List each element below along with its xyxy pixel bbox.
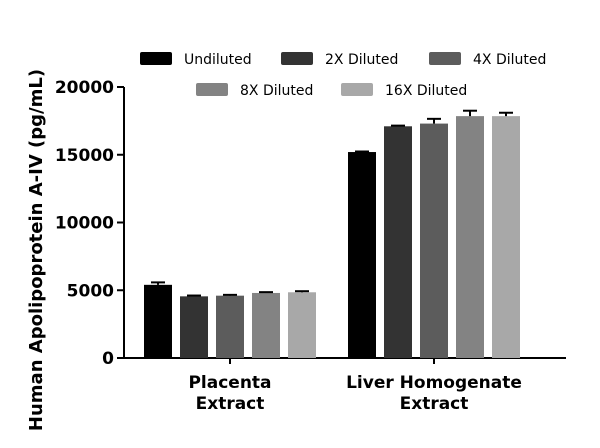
y-tick-label: 20000 [55,78,114,98]
bar [384,126,412,358]
y-tick-label: 5000 [67,281,114,301]
y-tick-label: 10000 [55,214,114,234]
bar [420,123,448,359]
legend-swatch [281,52,313,65]
bar [492,116,520,358]
x-category-label: Extract [400,394,469,414]
legend-label: 4X Diluted [473,52,546,68]
x-category-label: Extract [196,394,265,414]
y-axis: 0 5000 10000 15000 20000 [55,78,125,369]
x-category-label: Liver Homogenate [346,373,522,393]
legend-label: Undiluted [184,52,252,68]
bar [180,296,208,358]
legend-label: 2X Diluted [325,52,398,68]
bars [144,109,520,359]
legend-swatch [341,83,373,96]
bar [288,292,316,358]
bar [144,284,172,358]
bar [216,295,244,358]
legend-swatch [140,52,172,65]
y-tick-label: 15000 [55,146,114,166]
legend-swatch [429,52,461,65]
bar [252,292,280,358]
legend-label: 8X Diluted [240,83,313,99]
bar [348,152,376,358]
y-axis-label: Human Apolipoprotein A-IV (pg/mL) [26,69,47,431]
legend-label: 16X Diluted [385,83,467,99]
bar [456,116,484,358]
y-tick-label: 0 [102,349,114,369]
legend-swatch [196,83,228,96]
x-category-label: Placenta [188,373,271,393]
legend: Undiluted 2X Diluted 4X Diluted 8X Diluted 1… [140,52,546,99]
